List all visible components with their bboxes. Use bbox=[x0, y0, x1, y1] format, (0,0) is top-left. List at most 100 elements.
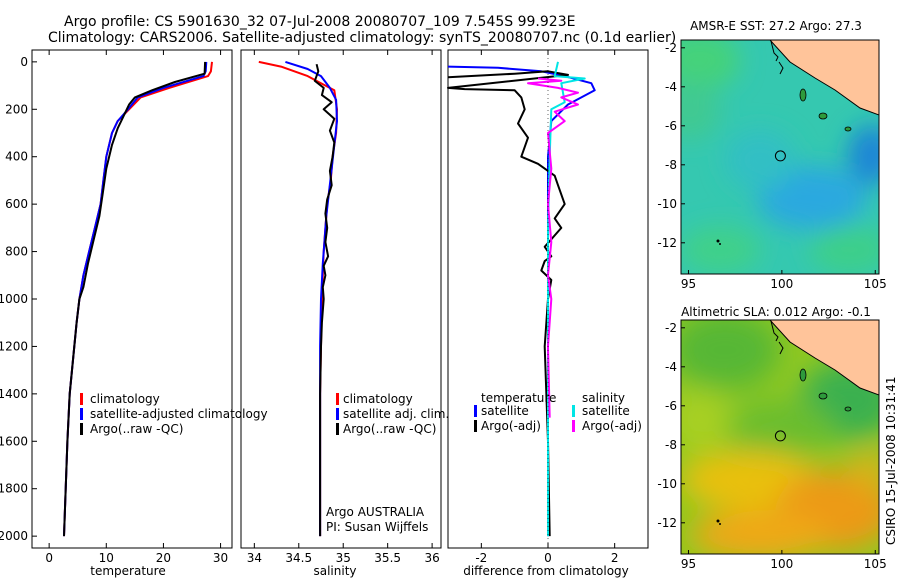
temperature-axis-label: temperature bbox=[90, 564, 165, 578]
difference-axis: -2 0 2 bbox=[475, 50, 618, 565]
x-tick-label: 35.5 bbox=[374, 551, 401, 565]
y-tick-label: 1800 bbox=[0, 482, 28, 496]
sst-map-frame bbox=[680, 39, 880, 275]
map-y-tick-label: -4 bbox=[665, 360, 677, 374]
series-temperature-satellite bbox=[447, 65, 596, 537]
legend-title-salinity: salinity bbox=[582, 391, 625, 405]
x-tick-label: -2 bbox=[475, 551, 487, 565]
salinity-series bbox=[258, 60, 338, 537]
y-tick-label: 400 bbox=[5, 150, 28, 164]
difference-legend: temperature salinity satellite Argo(-adj… bbox=[474, 391, 642, 433]
salinity-plot-frame bbox=[240, 49, 442, 549]
x-tick-label: 36 bbox=[424, 551, 439, 565]
x-tick-label: 30 bbox=[213, 551, 228, 565]
salinity-panel: 34 34.5 35 35.5 36 salinity climatology sate… bbox=[240, 49, 449, 578]
sla-land bbox=[716, 320, 879, 525]
salinity-axis: 34 34.5 35 35.5 36 bbox=[247, 50, 440, 565]
y-tick-label: 800 bbox=[5, 245, 28, 259]
map-x-tick-label: 100 bbox=[770, 557, 793, 571]
sla-map-frame bbox=[680, 319, 880, 555]
sst-map-axes: 95 100 105 -2 -4 -6 -8 -10 -12 bbox=[657, 41, 886, 291]
series-satellite-adjusted-climatology bbox=[63, 61, 208, 537]
y-tick-label: 2000 bbox=[0, 529, 28, 543]
temperature-legend: climatology satellite-adjusted climatolo… bbox=[80, 392, 268, 436]
legend-label-temp-satellite: satellite bbox=[481, 404, 529, 418]
float-position-marker bbox=[774, 430, 786, 442]
series-climatology bbox=[258, 60, 338, 537]
sst-land bbox=[716, 40, 879, 245]
sst-map: AMSR-E SST: 27.2 Argo: 27.3 bbox=[657, 19, 886, 291]
temperature-panel: 0 200 400 600 800 1000 1200 1400 1600 1800 2000 0 1… bbox=[0, 49, 268, 578]
difference-axis-label: difference from climatology bbox=[463, 564, 629, 578]
series-climatology bbox=[63, 61, 213, 537]
depth-axis: 0 200 400 600 800 1000 1200 1400 1600 1800 2000 bbox=[0, 55, 37, 543]
legend-label-sal-satellite: satellite bbox=[582, 404, 630, 418]
sst-map-title: AMSR-E SST: 27.2 Argo: 27.3 bbox=[690, 19, 862, 33]
institution-timestamp: CSIRO 15-Jul-2008 10:31:41 bbox=[884, 377, 898, 545]
legend-title-temperature: temperature bbox=[481, 391, 556, 405]
legend-swatch-argo bbox=[80, 423, 83, 435]
x-tick-label: 34.5 bbox=[285, 551, 312, 565]
map-y-tick-label: -8 bbox=[665, 438, 677, 452]
x-tick-label: 0 bbox=[45, 551, 53, 565]
legend-swatch-sal-argo bbox=[572, 420, 575, 432]
sst-field bbox=[681, 40, 879, 274]
map-y-tick-label: -4 bbox=[665, 80, 677, 94]
series-argo-raw-qc bbox=[313, 63, 336, 537]
salinity-legend: climatology satellite adj. clim. Argo(..… bbox=[336, 392, 449, 436]
legend-label-satellite: satellite-adjusted climatology bbox=[90, 407, 268, 421]
y-tick-label: 600 bbox=[5, 197, 28, 211]
legend-swatch-sal-satellite bbox=[572, 405, 575, 417]
temperature-axis: 0 10 20 30 bbox=[45, 50, 228, 565]
map-x-tick-label: 105 bbox=[864, 277, 887, 291]
map-x-tick-label: 100 bbox=[770, 277, 793, 291]
y-tick-label: 0 bbox=[20, 55, 28, 69]
y-tick-label: 1600 bbox=[0, 434, 28, 448]
legend-swatch-temp-satellite bbox=[474, 405, 477, 417]
x-tick-label: 10 bbox=[99, 551, 114, 565]
map-x-tick-label: 95 bbox=[681, 557, 696, 571]
map-x-tick-label: 105 bbox=[864, 557, 887, 571]
temperature-plot-frame bbox=[31, 49, 233, 549]
y-tick-label: 1400 bbox=[0, 387, 28, 401]
figure-title-line1: Argo profile: CS 5901630_32 07-Jul-2008 … bbox=[64, 14, 575, 30]
series-argo-raw-qc bbox=[63, 61, 207, 537]
legend-swatch-climatology bbox=[80, 393, 83, 405]
x-tick-label: 0 bbox=[544, 551, 552, 565]
map-y-tick-label: -8 bbox=[665, 158, 677, 172]
legend-swatch-climatology bbox=[336, 393, 339, 405]
x-tick-label: 35 bbox=[336, 551, 351, 565]
map-y-tick-label: -2 bbox=[665, 41, 677, 55]
figure-title-line2: Climatology: CARS2006. Satellite-adjuste… bbox=[48, 30, 676, 46]
x-tick-label: 2 bbox=[611, 551, 619, 565]
difference-series bbox=[447, 50, 596, 548]
legend-swatch-temp-argo bbox=[474, 420, 477, 432]
institution-annotation: Argo AUSTRALIA bbox=[326, 505, 425, 519]
x-tick-label: 34 bbox=[247, 551, 262, 565]
difference-panel: -2 0 2 difference from climatology tempera… bbox=[447, 49, 649, 578]
sla-map-axes: 95 100 105 -2 -4 -6 -8 -10 -12 bbox=[657, 321, 886, 571]
map-y-tick-label: -10 bbox=[657, 477, 677, 491]
salinity-axis-label: salinity bbox=[313, 564, 356, 578]
legend-swatch-satellite bbox=[336, 408, 339, 420]
map-x-tick-label: 95 bbox=[681, 277, 696, 291]
pi-annotation: PI: Susan Wijffels bbox=[326, 520, 428, 534]
map-y-tick-label: -12 bbox=[657, 516, 677, 530]
legend-swatch-satellite bbox=[80, 408, 83, 420]
map-y-tick-label: -10 bbox=[657, 197, 677, 211]
legend-label-sal-argo: Argo(-adj) bbox=[582, 419, 642, 433]
y-tick-label: 1200 bbox=[0, 339, 28, 353]
legend-label-satellite: satellite adj. clim. bbox=[343, 407, 449, 421]
legend-swatch-argo bbox=[336, 423, 339, 435]
legend-label-temp-argo: Argo(-adj) bbox=[481, 419, 541, 433]
legend-label-climatology: climatology bbox=[90, 392, 160, 406]
map-y-tick-label: -12 bbox=[657, 236, 677, 250]
map-y-tick-label: -6 bbox=[665, 399, 677, 413]
legend-label-argo: Argo(..raw -QC) bbox=[90, 422, 183, 436]
series-salinity-argo-adj bbox=[527, 77, 579, 418]
sla-map: Altimetric SLA: 0.012 Argo: -0.1 bbox=[657, 305, 886, 571]
y-tick-label: 1000 bbox=[0, 292, 28, 306]
series-salinity-satellite bbox=[547, 61, 586, 537]
series-satellite-adj-clim bbox=[285, 60, 338, 537]
